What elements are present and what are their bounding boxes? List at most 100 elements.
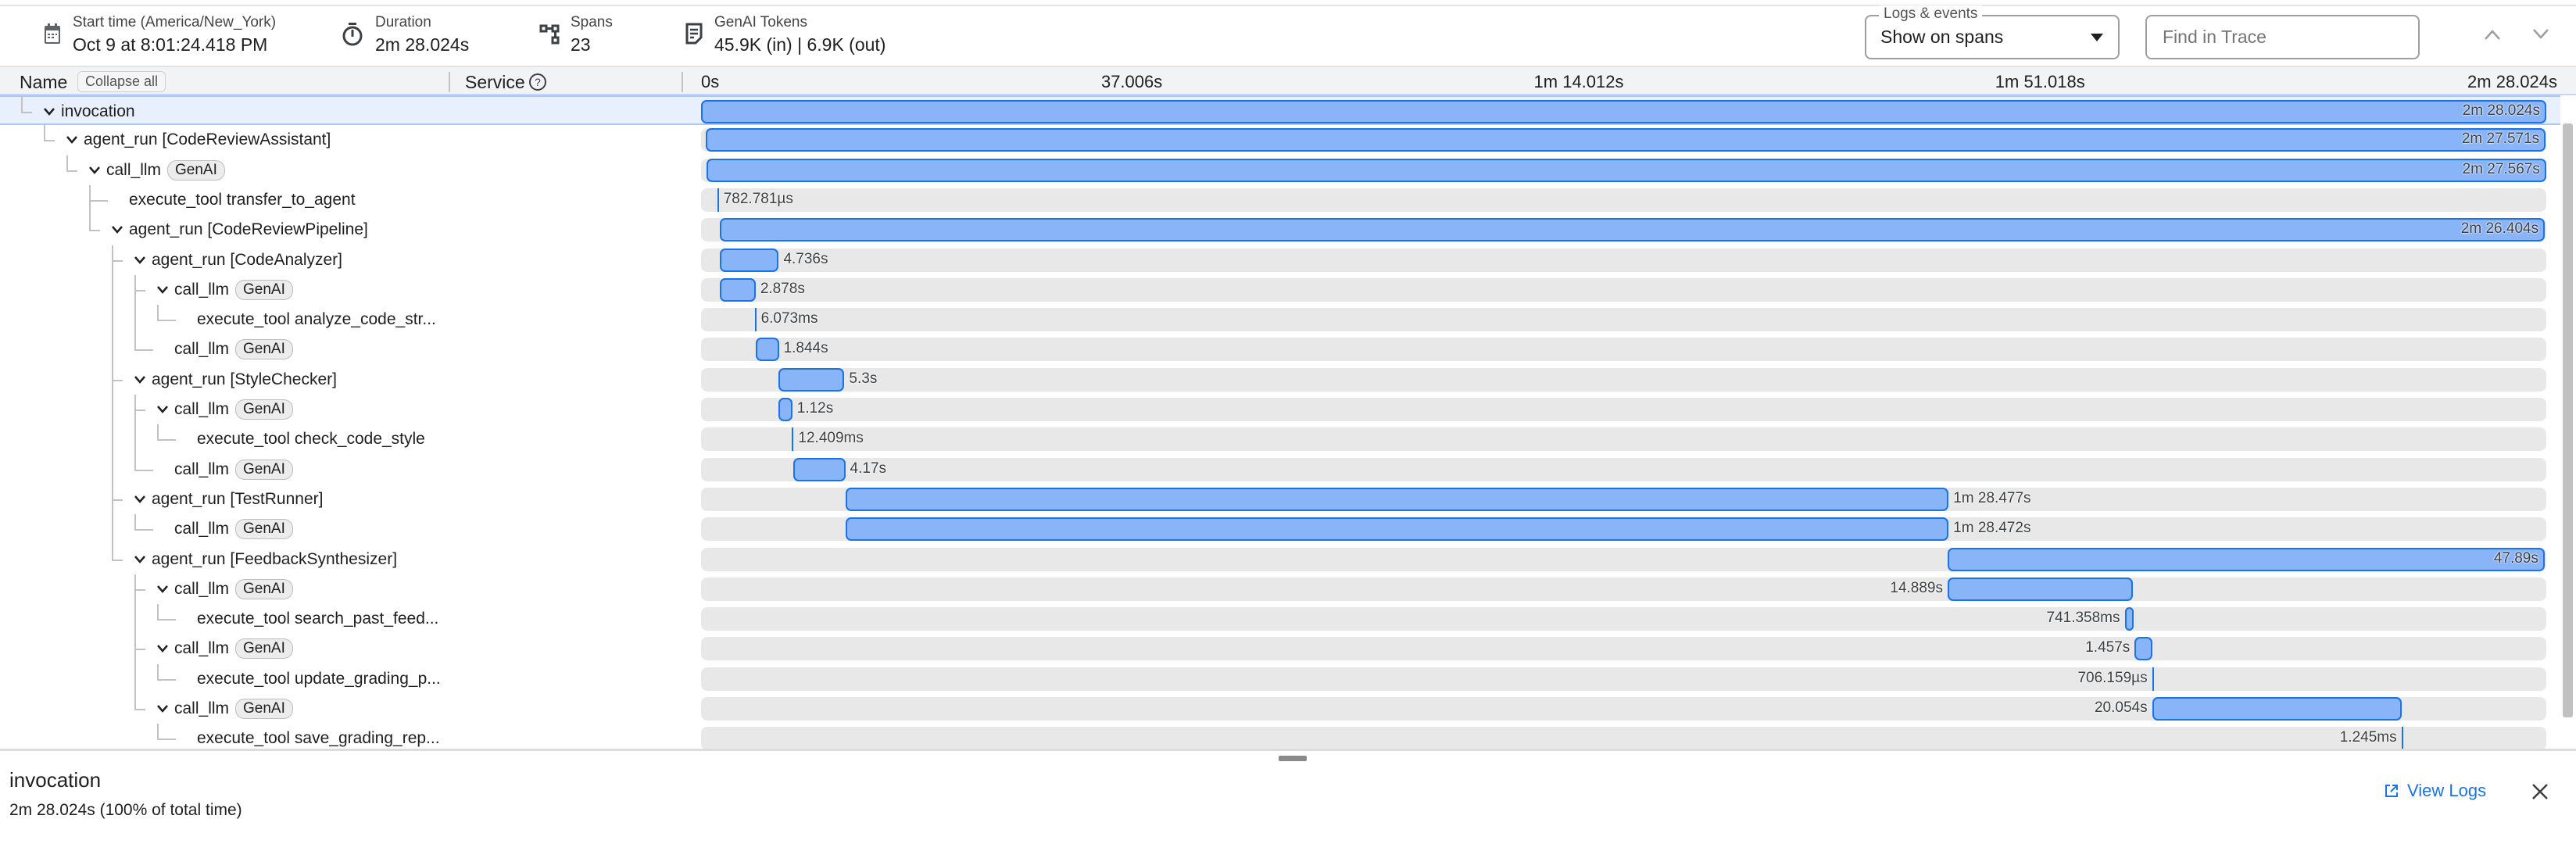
span-timeline-track[interactable]: 6.073ms — [701, 308, 2546, 332]
span-timeline-track[interactable]: 1.245ms — [701, 727, 2546, 749]
span-timeline-track[interactable]: 1m 28.477s — [701, 487, 2546, 511]
span-row[interactable]: invocation 2m 28.024s — [0, 95, 2560, 126]
span-row[interactable]: call_llm GenAI 2.878s — [0, 274, 2560, 306]
span-row[interactable]: execute_tool save_grading_rep... 1.245ms — [0, 724, 2560, 749]
span-timeline-track[interactable]: 14.889s — [701, 577, 2546, 601]
span-bar[interactable] — [2124, 607, 2134, 631]
span-name[interactable]: agent_run [CodeAnalyzer] — [152, 245, 342, 275]
span-name[interactable]: call_llm GenAI — [106, 156, 225, 185]
chevron-down-icon[interactable] — [110, 223, 124, 237]
span-bar[interactable] — [778, 398, 792, 421]
span-row[interactable]: call_llm GenAI 1.844s — [0, 334, 2560, 366]
span-name[interactable]: agent_run [FeedbackSynthesizer] — [152, 545, 397, 574]
span-name[interactable]: call_llm GenAI — [174, 334, 293, 364]
collapse-all-button[interactable]: Collapse all — [77, 71, 166, 92]
span-bar[interactable] — [719, 277, 756, 302]
view-logs-link[interactable]: View Logs — [2384, 781, 2486, 801]
span-name[interactable]: call_llm GenAI — [174, 574, 293, 604]
help-icon[interactable]: ? — [528, 73, 547, 91]
span-bar[interactable] — [2401, 727, 2404, 749]
span-bar[interactable] — [719, 218, 2546, 242]
chevron-down-icon[interactable] — [156, 702, 170, 716]
span-name[interactable]: execute_tool check_code_style — [197, 424, 425, 454]
span-name[interactable]: execute_tool save_grading_rep... — [197, 724, 440, 749]
span-timeline-track[interactable]: 4.17s — [701, 457, 2546, 481]
scrollbar[interactable] — [2563, 123, 2573, 717]
span-timeline-track[interactable]: 4.736s — [701, 248, 2546, 272]
span-timeline-track[interactable]: 741.358ms — [701, 607, 2546, 631]
span-timeline-track[interactable]: 782.781µs — [701, 188, 2546, 212]
span-row[interactable]: call_llm GenAI 14.889s — [0, 574, 2560, 605]
span-name[interactable]: execute_tool update_grading_p... — [197, 664, 441, 694]
span-row[interactable]: call_llm GenAI 1.12s — [0, 395, 2560, 425]
span-row[interactable]: call_llm GenAI 20.054s — [0, 694, 2560, 724]
span-timeline-track[interactable]: 1m 28.472s — [701, 517, 2546, 542]
chevron-down-icon[interactable] — [133, 373, 147, 387]
chevron-down-icon[interactable] — [133, 492, 147, 506]
span-bar[interactable] — [793, 457, 846, 481]
span-timeline-track[interactable]: 5.3s — [701, 367, 2546, 392]
span-bar[interactable] — [2152, 667, 2155, 691]
span-row[interactable]: agent_run [FeedbackSynthesizer] 47.89s — [0, 544, 2560, 574]
span-timeline-track[interactable]: 1.457s — [701, 637, 2546, 661]
span-row[interactable]: call_llm GenAI 1m 28.472s — [0, 514, 2560, 545]
span-row[interactable]: agent_run [TestRunner] 1m 28.477s — [0, 484, 2560, 515]
span-name[interactable]: execute_tool analyze_code_str... — [197, 305, 436, 334]
span-bar[interactable] — [1948, 577, 2134, 601]
span-row[interactable]: call_llm GenAI 2m 27.567s — [0, 155, 2560, 185]
span-row[interactable]: execute_tool transfer_to_agent 782.781µs — [0, 184, 2560, 216]
chevron-down-icon[interactable] — [156, 642, 170, 656]
span-timeline-track[interactable]: 47.89s — [701, 547, 2546, 571]
span-row[interactable]: call_llm GenAI 4.17s — [0, 454, 2560, 485]
span-timeline-track[interactable]: 2m 28.024s — [701, 100, 2546, 123]
span-row[interactable]: agent_run [StyleChecker] 5.3s — [0, 364, 2560, 395]
span-timeline-track[interactable]: 2m 27.567s — [701, 158, 2546, 182]
span-name[interactable]: call_llm GenAI — [174, 455, 293, 485]
span-bar[interactable] — [846, 517, 1949, 542]
span-name[interactable]: agent_run [StyleChecker] — [152, 365, 337, 395]
span-bar[interactable] — [846, 487, 1949, 511]
span-name[interactable]: call_llm GenAI — [174, 275, 293, 305]
span-bar[interactable] — [719, 248, 779, 272]
span-name[interactable]: execute_tool transfer_to_agent — [129, 185, 356, 215]
chevron-down-icon[interactable] — [133, 553, 147, 567]
chevron-down-icon[interactable] — [133, 253, 147, 267]
span-bar[interactable] — [706, 128, 2546, 152]
span-timeline-track[interactable]: 1.844s — [701, 338, 2546, 362]
close-icon[interactable] — [2531, 782, 2549, 801]
span-row[interactable]: execute_tool search_past_feed... 741.358m… — [0, 604, 2560, 635]
span-bar[interactable] — [754, 308, 757, 332]
span-name[interactable]: call_llm GenAI — [174, 514, 293, 544]
span-name[interactable]: agent_run [TestRunner] — [152, 485, 323, 514]
span-timeline-track[interactable]: 2m 27.571s — [701, 128, 2546, 152]
span-row[interactable]: execute_tool update_grading_p... 706.159µ… — [0, 663, 2560, 695]
span-bar[interactable] — [2134, 637, 2153, 661]
span-row[interactable]: agent_run [CodeAnalyzer] 4.736s — [0, 245, 2560, 276]
chevron-down-icon[interactable] — [156, 582, 170, 596]
span-name[interactable]: agent_run [CodeReviewAssistant] — [84, 125, 331, 155]
span-bar[interactable] — [792, 427, 794, 452]
span-name[interactable]: call_llm GenAI — [174, 694, 293, 724]
chevron-down-icon[interactable] — [156, 283, 170, 297]
span-bar[interactable] — [756, 338, 779, 362]
chevron-down-icon[interactable] — [42, 105, 56, 119]
span-bar[interactable] — [2152, 697, 2402, 721]
span-timeline-track[interactable]: 1.12s — [701, 398, 2546, 421]
column-divider[interactable] — [682, 72, 683, 92]
span-timeline-track[interactable]: 2.878s — [701, 277, 2546, 302]
span-bar[interactable] — [707, 158, 2546, 182]
span-timeline-track[interactable]: 12.409ms — [701, 427, 2546, 452]
logs-events-select[interactable]: Logs & events Show on spans — [1865, 5, 2120, 59]
column-divider[interactable] — [449, 72, 450, 92]
span-row[interactable]: agent_run [CodeReviewAssistant] 2m 27.571… — [0, 125, 2560, 155]
span-row[interactable]: execute_tool check_code_style 12.409ms — [0, 424, 2560, 456]
resize-handle[interactable] — [1279, 756, 1307, 761]
chevron-up-icon[interactable] — [2484, 28, 2501, 41]
span-timeline-track[interactable]: 706.159µs — [701, 667, 2546, 691]
span-bar[interactable] — [778, 367, 845, 392]
span-name[interactable]: execute_tool search_past_feed... — [197, 604, 438, 634]
span-name[interactable]: call_llm GenAI — [174, 634, 293, 663]
span-row[interactable]: agent_run [CodeReviewPipeline] 2m 26.404s — [0, 215, 2560, 245]
span-bar[interactable] — [717, 188, 720, 212]
find-in-trace-input[interactable] — [2145, 15, 2420, 59]
